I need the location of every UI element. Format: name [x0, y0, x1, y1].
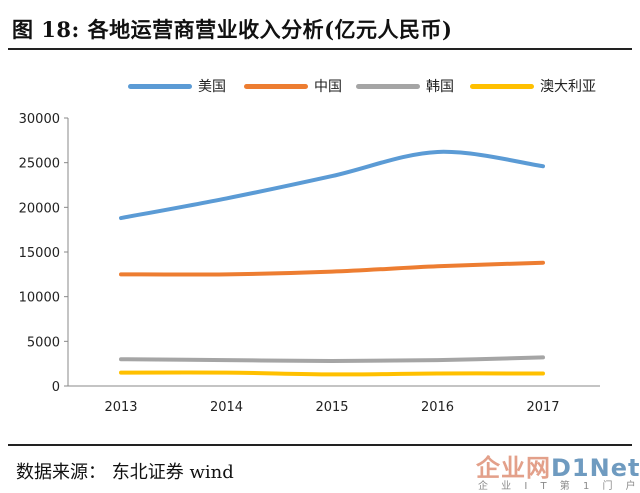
legend-label: 澳大利亚 — [540, 79, 596, 95]
series-line-3 — [119, 355, 545, 363]
x-tick-label: 2013 — [104, 400, 137, 415]
x-tick-label: 2017 — [526, 400, 559, 415]
x-tick-label: 2015 — [315, 400, 348, 415]
line-chart: 0 5000 10000 15000 20000 25000 30000 2013 2014 20… — [19, 112, 600, 415]
series-line-1 — [119, 149, 545, 221]
y-tick-label: 20000 — [19, 201, 60, 216]
legend-swatch — [128, 83, 192, 89]
chart-legend: 美国 中国 韩国 澳大利亚 — [0, 76, 640, 100]
series-line-2 — [119, 260, 545, 277]
source-note: 数据来源： 东北证券 wind — [16, 462, 234, 483]
legend-swatch — [244, 83, 308, 89]
x-tick-label: 2016 — [421, 400, 454, 415]
legend-item: 美国 — [128, 76, 226, 96]
top-rule — [8, 48, 632, 50]
y-tick-label: 5000 — [27, 335, 60, 350]
x-tick-label: 2014 — [210, 400, 243, 415]
legend-swatch — [470, 83, 534, 89]
y-tick-label: 10000 — [19, 291, 60, 306]
page-title: 图 18: 各地运营商营业收入分析(亿元人民币) — [12, 17, 453, 42]
legend-swatch — [356, 83, 420, 89]
legend-label: 美国 — [198, 79, 226, 95]
legend-label: 中国 — [314, 79, 342, 95]
y-tick-label: 15000 — [19, 246, 60, 261]
watermark-logo: 企业网D1Net 企 业 I T 第 1 门 户 — [470, 448, 640, 492]
legend-item: 澳大利亚 — [470, 76, 596, 96]
legend-item: 韩国 — [356, 76, 454, 96]
bottom-rule — [8, 444, 632, 446]
watermark-brand-cn: 企业网 — [476, 454, 551, 482]
series-line-4 — [119, 370, 545, 377]
watermark-tagline: 企 业 I T 第 1 门 户 — [478, 481, 640, 492]
y-tick-label: 30000 — [19, 112, 60, 127]
y-tick-label: 0 — [52, 380, 60, 395]
y-tick-label: 25000 — [19, 157, 60, 172]
watermark-brand-en: D1Net — [551, 454, 640, 482]
watermark-brand: 企业网D1Net — [476, 448, 640, 483]
legend-label: 韩国 — [426, 79, 454, 95]
legend-item: 中国 — [244, 76, 342, 96]
